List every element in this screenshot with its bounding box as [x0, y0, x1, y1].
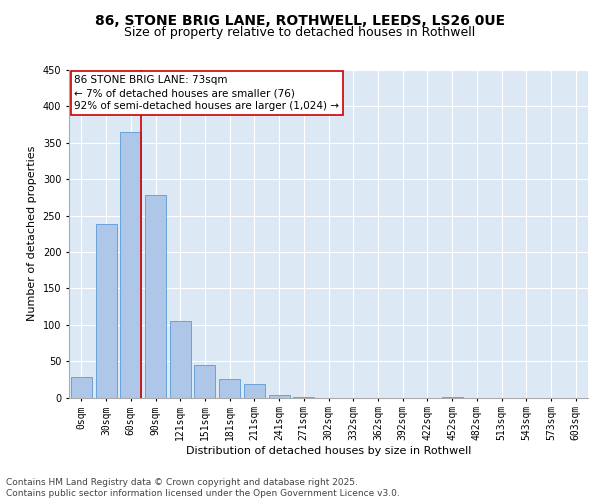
Y-axis label: Number of detached properties: Number of detached properties: [27, 146, 37, 322]
Bar: [95, 224, 116, 398]
X-axis label: Distribution of detached houses by size in Rothwell: Distribution of detached houses by size …: [186, 446, 471, 456]
Text: 86, STONE BRIG LANE, ROTHWELL, LEEDS, LS26 0UE: 86, STONE BRIG LANE, ROTHWELL, LEEDS, LS…: [95, 14, 505, 28]
Bar: [145, 195, 166, 398]
Bar: [71, 377, 92, 398]
Text: 86 STONE BRIG LANE: 73sqm
← 7% of detached houses are smaller (76)
92% of semi-d: 86 STONE BRIG LANE: 73sqm ← 7% of detach…: [74, 75, 339, 112]
Text: Size of property relative to detached houses in Rothwell: Size of property relative to detached ho…: [124, 26, 476, 39]
Bar: [293, 397, 314, 398]
Bar: [219, 380, 240, 398]
Bar: [194, 365, 215, 398]
Bar: [244, 384, 265, 398]
Text: Contains HM Land Registry data © Crown copyright and database right 2025.
Contai: Contains HM Land Registry data © Crown c…: [6, 478, 400, 498]
Bar: [269, 396, 290, 398]
Bar: [120, 132, 141, 398]
Bar: [442, 397, 463, 398]
Bar: [170, 321, 191, 398]
